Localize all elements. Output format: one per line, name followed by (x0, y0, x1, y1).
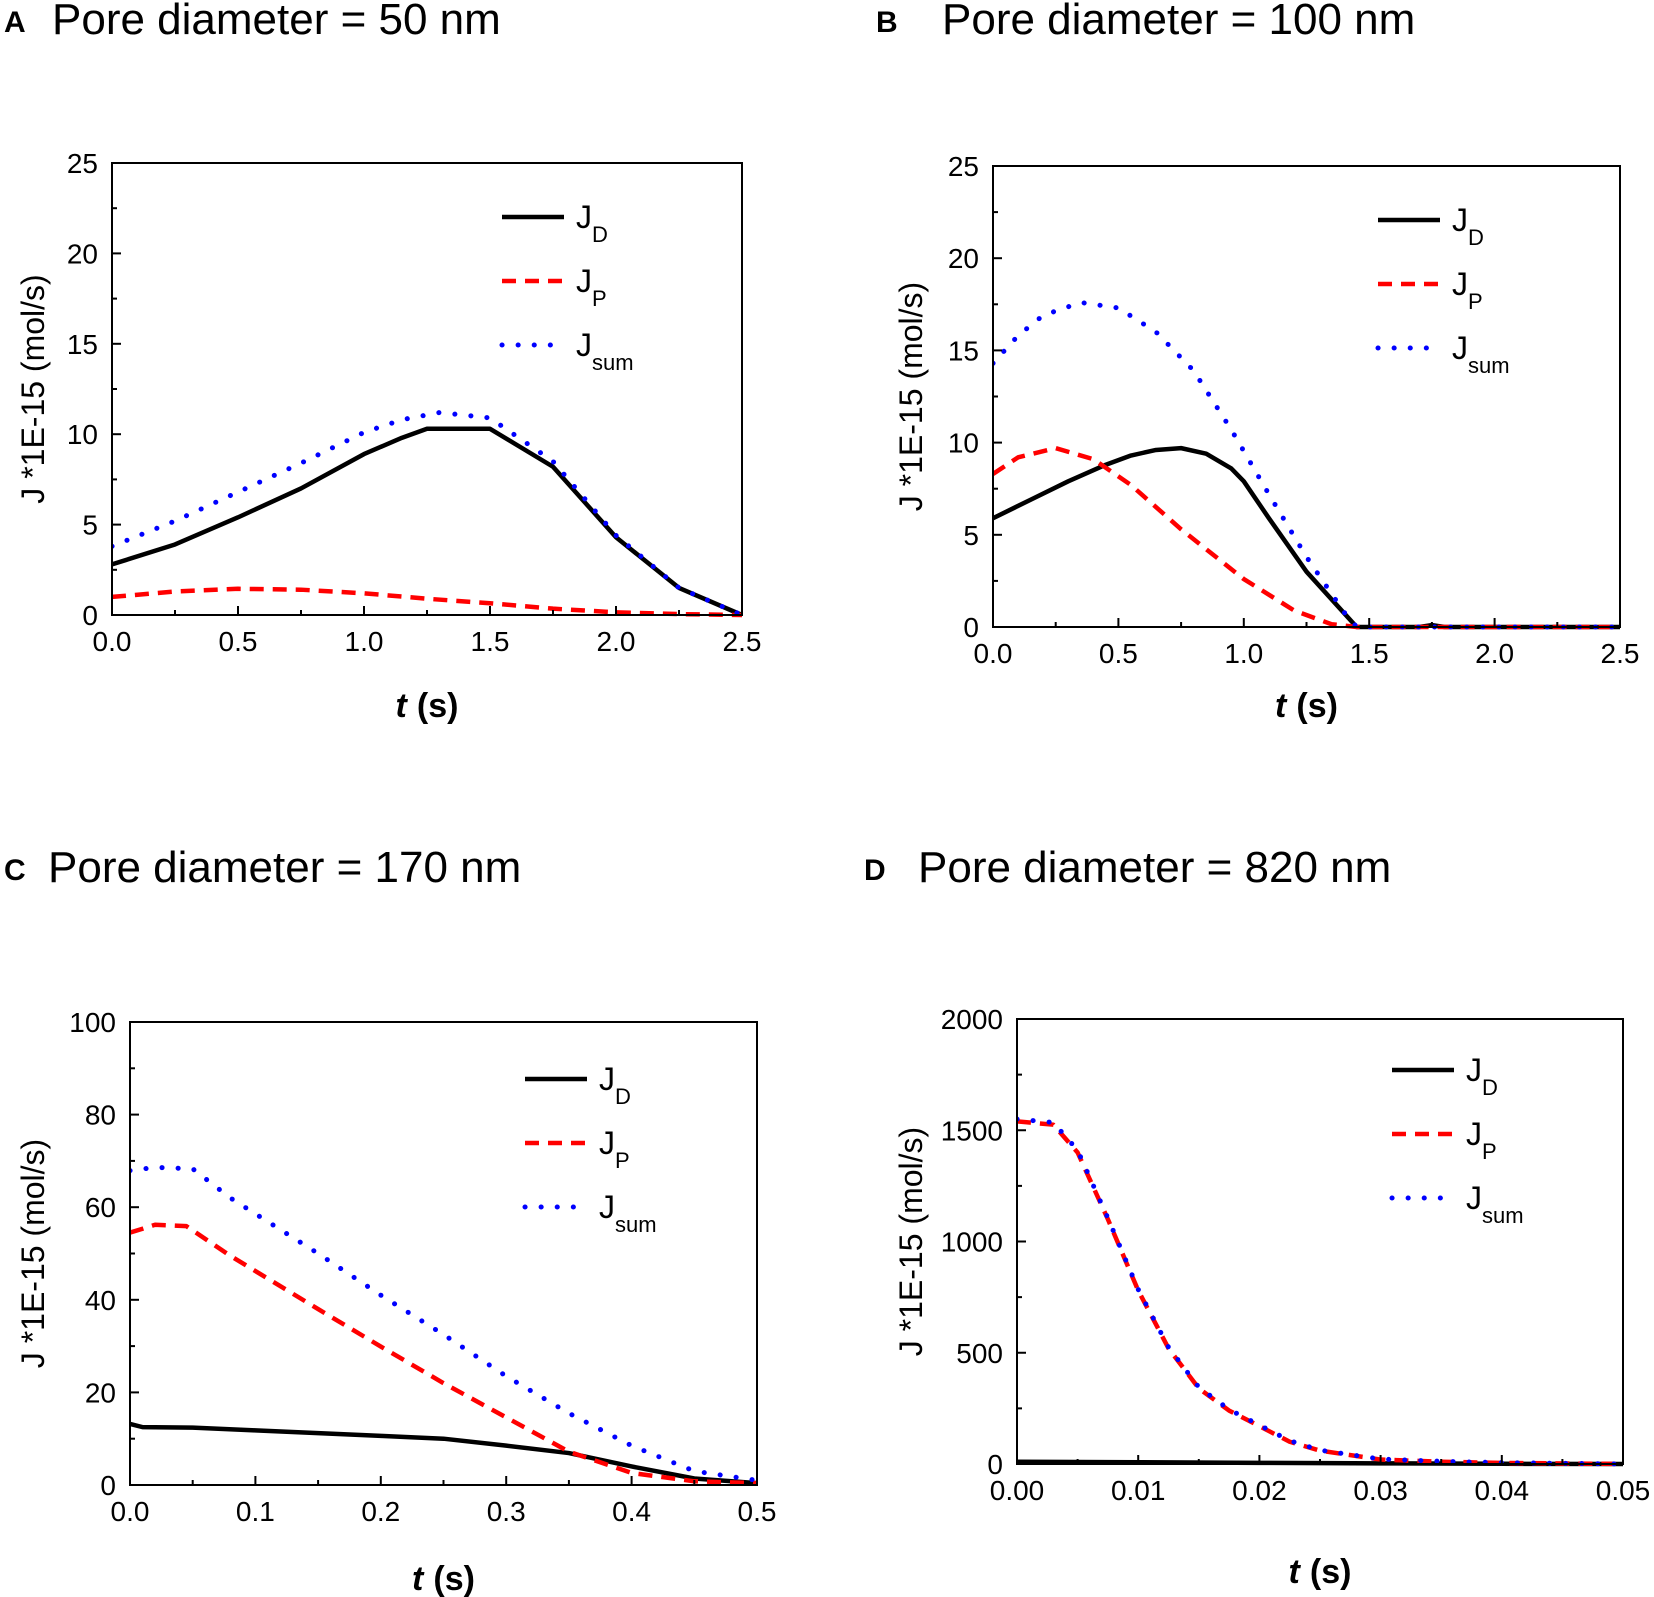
panel-b-letter: B (876, 6, 898, 39)
panel-b-ytick-label: 25 (948, 151, 979, 182)
panel-c-series-jp (130, 1222, 757, 1486)
panel-a-ytick-label: 0 (82, 600, 98, 631)
panel-b-series-jd (993, 445, 1620, 630)
panel-a-frame (111, 162, 743, 616)
panel-c-xtick-label: 0.3 (487, 1496, 526, 1527)
panel-b-ytick-label: 5 (963, 520, 979, 551)
panel-a-xtick-label: 1.5 (471, 626, 510, 657)
panel-a-xtick-label: 2.0 (597, 626, 636, 657)
panel-d-series-jsum (1017, 1116, 1623, 1467)
panel-d-xtick-label: 0.04 (1475, 1475, 1530, 1506)
panel-d-title: Pore diameter = 820 nm (918, 843, 1391, 892)
panel-c-letter: C (4, 854, 26, 887)
panel-c-ytick-label: 0 (100, 1470, 116, 1501)
panel-d-frame (1016, 1018, 1624, 1465)
panel-d-xtick-label: 0.01 (1111, 1475, 1166, 1506)
panel-a-ylabel: J *1E-15 (mol/s) (15, 274, 51, 503)
panel-c-xtick-label: 0.1 (236, 1496, 275, 1527)
panel-b-xtick-label: 2.5 (1601, 638, 1640, 669)
panel-c-ytick-label: 60 (85, 1192, 116, 1223)
panel-d-letter: D (864, 854, 886, 887)
panel-b-ytick-label: 0 (963, 612, 979, 643)
panel-c-xtick-label: 0.5 (738, 1496, 777, 1527)
panel-a-ytick-label: 20 (67, 238, 98, 269)
panel-d-xtick-label: 0.05 (1596, 1475, 1651, 1506)
panel-a-series-group (112, 410, 742, 618)
panel-a-series-jp (112, 586, 742, 618)
panel-d-series-group (1017, 1116, 1623, 1467)
panel-a-legend-label-jsum: Jsum (576, 327, 634, 375)
panel-b-ytick-label: 15 (948, 335, 979, 366)
panel-b-legend-label-jd: JD (1452, 202, 1484, 250)
panel-d-ytick-label: 500 (956, 1338, 1003, 1369)
panel-c-ytick-label: 40 (85, 1285, 116, 1316)
panel-d-xtick-label: 0.03 (1353, 1475, 1408, 1506)
panel-c-legend-label-jp: JP (599, 1125, 630, 1173)
panel-c-legend-label-jsum: Jsum (599, 1189, 657, 1237)
panel-b-xtick-label: 1.0 (1224, 638, 1263, 669)
panel-d-xlabel: t (s) (1289, 1553, 1352, 1591)
panel-b: B Pore diameter = 100 nm 0.0 0.5 1.0 1.5 2.0 2.… (876, 0, 1639, 725)
panel-d: D Pore diameter = 820 nm 0.00 0.01 0.02 0.03 0… (864, 843, 1650, 1591)
panel-b-ytick-label: 10 (948, 428, 979, 459)
panel-b-xtick-label: 0.0 (974, 638, 1013, 669)
panel-b-series-jsum (993, 299, 1620, 630)
panel-c-xtick-label: 0.4 (612, 1496, 651, 1527)
panel-a: A Pore diameter = 50 nm 0.0 0.5 1.0 1.5 2.0 2.5… (4, 0, 761, 725)
panel-a-series-jd (112, 426, 742, 618)
panel-d-legend-label-jp: JP (1466, 1116, 1497, 1164)
panel-a-ytick-label: 10 (67, 419, 98, 450)
panel-c-legend-label-jd: JD (599, 1061, 631, 1109)
panel-a-letter: A (4, 6, 26, 39)
panel-d-ytick-label: 2000 (941, 1004, 1003, 1035)
panel-b-xtick-label: 0.5 (1099, 638, 1138, 669)
panel-d-ytick-label: 0 (987, 1449, 1003, 1480)
panel-c-ytick-label: 80 (85, 1100, 116, 1131)
panel-c-ytick-label: 20 (85, 1377, 116, 1408)
panel-c-ylabel: J *1E-15 (mol/s) (15, 1139, 51, 1368)
panel-b-title: Pore diameter = 100 nm (942, 0, 1415, 44)
panel-d-legend-label-jd: JD (1466, 1052, 1498, 1100)
panel-a-series-jsum (112, 410, 742, 618)
panel-c-xtick-label: 0.0 (111, 1496, 150, 1527)
panel-b-legend-label-jsum: Jsum (1452, 330, 1510, 378)
panel-a-xtick-label: 0.5 (219, 626, 258, 657)
panel-b-ylabel: J *1E-15 (mol/s) (893, 282, 929, 511)
panel-b-ytick-label: 20 (948, 243, 979, 274)
panel-a-legend-label-jp: JP (576, 263, 607, 311)
panel-d-ytick-label: 1500 (941, 1115, 1003, 1146)
panel-a-legend-label-jd: JD (576, 199, 608, 247)
panel-c-xlabel: t (s) (412, 1560, 475, 1597)
panel-a-xtick-label: 0.0 (93, 626, 132, 657)
panel-c: C Pore diameter = 170 nm 0.0 0.1 0.2 0.3 0.4 0.… (4, 843, 776, 1597)
panel-d-ylabel: J *1E-15 (mol/s) (893, 1127, 929, 1356)
panel-b-xlabel: t (s) (1275, 687, 1338, 725)
panel-b-series-group (993, 299, 1620, 630)
panel-c-ytick-label: 100 (69, 1007, 116, 1038)
panel-b-xtick-label: 1.5 (1350, 638, 1389, 669)
panel-a-title: Pore diameter = 50 nm (52, 0, 501, 44)
panel-a-ytick-label: 5 (82, 510, 98, 541)
panel-c-xtick-label: 0.2 (361, 1496, 400, 1527)
panel-d-xtick-label: 0.00 (990, 1475, 1045, 1506)
panel-a-ytick-label: 25 (67, 148, 98, 179)
panel-a-ytick-label: 15 (67, 329, 98, 360)
panel-c-series-jsum (130, 1164, 757, 1483)
panel-b-legend-label-jp: JP (1452, 266, 1483, 314)
panel-d-legend-label-jsum: Jsum (1466, 1180, 1524, 1228)
panel-b-xtick-label: 2.0 (1475, 638, 1514, 669)
panel-a-xtick-label: 1.0 (345, 626, 384, 657)
panel-a-xtick-label: 2.5 (723, 626, 762, 657)
panel-c-title: Pore diameter = 170 nm (48, 843, 521, 892)
panel-d-ytick-label: 1000 (941, 1227, 1003, 1258)
panel-c-series-group (130, 1164, 757, 1486)
panel-d-series-jp (1017, 1119, 1623, 1467)
panel-a-xlabel: t (s) (396, 687, 459, 725)
panel-d-xtick-label: 0.02 (1232, 1475, 1287, 1506)
panel-c-series-jd (130, 1421, 757, 1486)
